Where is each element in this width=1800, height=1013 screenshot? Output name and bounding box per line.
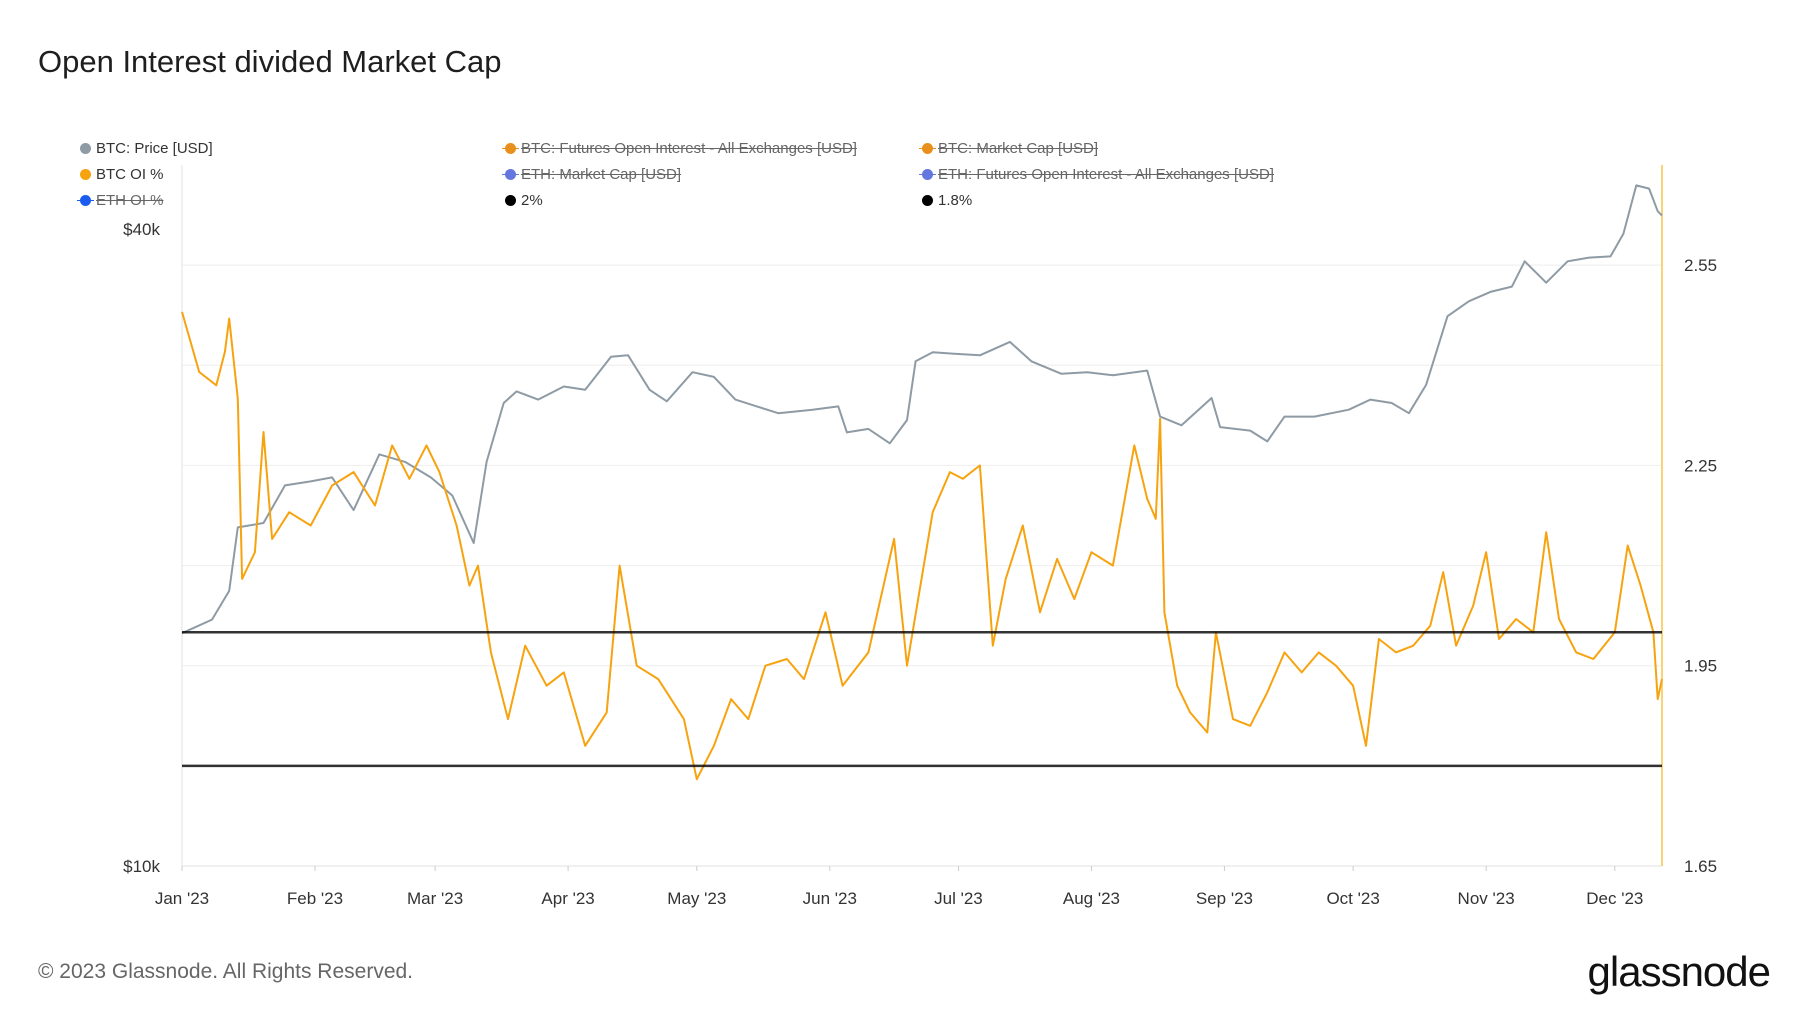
legend-item-eth-oi-pct[interactable]: ETH OI %	[77, 192, 164, 209]
legend-item-btc-futures-oi[interactable]: BTC: Futures Open Interest - All Exchang…	[502, 140, 857, 157]
legend-item-eth-market-cap[interactable]: ETH: Market Cap [USD]	[502, 166, 682, 183]
y-right-tick-label: 2.55	[1684, 256, 1717, 275]
legend-label: BTC: Market Cap [USD]	[938, 140, 1099, 157]
series-line-btc-oi-	[181, 311, 1663, 781]
legend-dot-icon	[919, 169, 936, 180]
legend-item-btc-market-cap[interactable]: BTC: Market Cap [USD]	[919, 140, 1099, 157]
legend-label: ETH: Futures Open Interest - All Exchang…	[938, 166, 1274, 183]
chart-title: Open Interest divided Market Cap	[38, 44, 502, 79]
legend-dot-icon	[922, 195, 933, 206]
y-right-tick-label: 1.65	[1684, 857, 1717, 876]
y-left-tick-label: $40k	[123, 220, 160, 239]
legend-dot-icon	[919, 143, 936, 154]
legend-label: BTC OI %	[96, 166, 164, 183]
legend-dot-icon	[80, 143, 91, 154]
legend-label: BTC: Price [USD]	[96, 140, 213, 157]
x-tick-label: Nov '23	[1458, 889, 1515, 908]
legend-item-btc-oi-pct[interactable]: BTC OI %	[80, 166, 164, 183]
legend-item-eth-futures-oi[interactable]: ETH: Futures Open Interest - All Exchang…	[919, 166, 1274, 183]
x-tick-label: May '23	[667, 889, 726, 908]
legend-item-1-8pct[interactable]: 1.8%	[922, 192, 972, 209]
x-tick-label: Oct '23	[1326, 889, 1379, 908]
legend-dot-icon	[80, 169, 91, 180]
legend-dot-icon	[502, 169, 519, 180]
y-right-tick-label: 2.25	[1684, 456, 1717, 475]
copyright-footer: © 2023 Glassnode. All Rights Reserved.	[38, 960, 414, 983]
legend-label: ETH: Market Cap [USD]	[521, 166, 682, 183]
x-tick-label: Aug '23	[1063, 889, 1120, 908]
x-tick-label: Jun '23	[803, 889, 857, 908]
legend-label: BTC: Futures Open Interest - All Exchang…	[521, 140, 857, 157]
y-left-tick-label: $10k	[123, 857, 160, 876]
legend-dot-icon	[77, 195, 94, 206]
x-tick-label: Feb '23	[287, 889, 343, 908]
legend-dot-icon	[502, 143, 519, 154]
y-right-tick-label: 1.95	[1684, 657, 1717, 676]
x-tick-label: Jan '23	[155, 889, 209, 908]
legend-label: 1.8%	[938, 192, 973, 209]
legend-label: ETH OI %	[96, 192, 164, 209]
series-line-btc-price-usd-	[181, 184, 1663, 635]
glassnode-logo: glassnode	[1587, 948, 1771, 995]
x-tick-label: Sep '23	[1196, 889, 1253, 908]
x-tick-label: Mar '23	[407, 889, 463, 908]
x-tick-label: Jul '23	[934, 889, 983, 908]
legend-dot-icon	[505, 195, 516, 206]
legend-label: 2%	[521, 192, 543, 209]
x-tick-label: Dec '23	[1586, 889, 1643, 908]
legend-item-btc-price[interactable]: BTC: Price [USD]	[80, 140, 213, 157]
legend-item-2pct[interactable]: 2%	[505, 192, 543, 209]
x-tick-label: Apr '23	[541, 889, 594, 908]
chart-legend: BTC: Price [USD] BTC: Futures Open Inter…	[77, 140, 1330, 220]
chart-plot: Jan '23 Feb '23 Mar '23 Apr '23 May '23 Jun '…	[123, 165, 1717, 908]
